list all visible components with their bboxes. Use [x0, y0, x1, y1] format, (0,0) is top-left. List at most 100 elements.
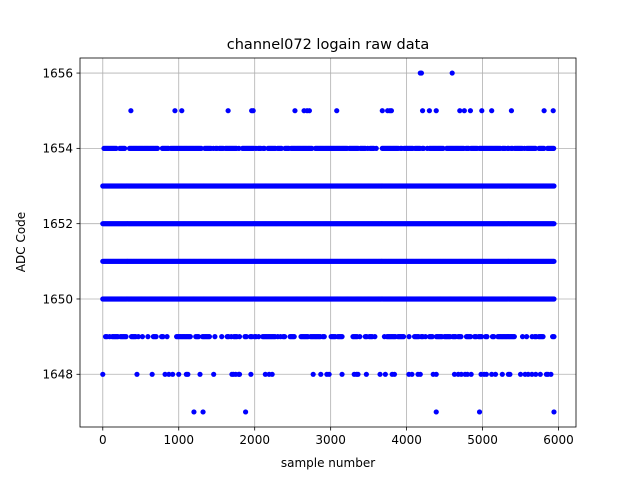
data-point [123, 334, 129, 340]
data-point [269, 371, 275, 377]
x-axis-label: sample number [281, 456, 375, 470]
data-point [309, 145, 315, 151]
data-point [334, 108, 340, 114]
data-point [468, 371, 474, 377]
data-point [164, 334, 170, 340]
data-point [166, 371, 172, 377]
plot-frame [79, 57, 577, 428]
data-point [187, 334, 193, 340]
data-point [211, 371, 217, 377]
data-point [551, 258, 557, 264]
data-point [409, 371, 415, 377]
data-point [100, 371, 106, 377]
data-point [379, 108, 385, 114]
data-point [533, 371, 539, 377]
data-point [508, 108, 515, 114]
data-point [551, 145, 557, 151]
data-point [550, 108, 556, 114]
data-point [236, 371, 243, 377]
data-point [433, 371, 439, 377]
data-point [357, 334, 363, 340]
data-point [451, 371, 458, 377]
data-point [551, 296, 557, 302]
data-point [128, 108, 134, 114]
data-point [426, 108, 432, 114]
data-point [206, 334, 213, 340]
data-point [461, 108, 467, 114]
data-point [135, 334, 141, 340]
data-point [421, 145, 427, 151]
data-point [499, 371, 505, 377]
data-point [467, 334, 474, 340]
data-point [492, 371, 499, 377]
data-point [197, 371, 203, 377]
data-point [139, 334, 146, 340]
data-point [541, 108, 547, 114]
x-tick-label: 0 [99, 433, 107, 447]
data-point [529, 371, 535, 377]
data-point [195, 334, 202, 340]
data-point [484, 334, 490, 340]
data-point [524, 334, 530, 340]
data-point [134, 371, 140, 377]
data-point [551, 409, 557, 415]
data-point [145, 334, 151, 340]
data-point [478, 334, 485, 340]
data-point [321, 334, 327, 340]
data-point [262, 371, 268, 377]
data-point [200, 409, 206, 415]
data-point [176, 371, 182, 377]
data-point [419, 108, 426, 114]
data-point [440, 145, 446, 151]
data-point [149, 371, 155, 377]
data-point [310, 371, 316, 377]
data-point [191, 409, 197, 415]
x-tick-label: 4000 [391, 433, 422, 447]
x-tick-label: 6000 [543, 433, 574, 447]
data-point [517, 371, 524, 377]
data-point [458, 371, 464, 377]
data-point [551, 221, 557, 227]
y-tick-label: 1648 [42, 368, 73, 382]
data-point [122, 145, 128, 151]
data-point [373, 145, 379, 151]
data-point [326, 371, 332, 377]
y-tick-label: 1654 [42, 142, 73, 156]
data-point [243, 334, 249, 340]
data-point [212, 334, 218, 340]
data-point [377, 371, 383, 377]
data-point [154, 145, 161, 151]
data-point [458, 334, 464, 340]
data-point [551, 334, 557, 340]
data-point [422, 334, 429, 340]
data-point [391, 371, 398, 377]
data-point [292, 108, 298, 114]
x-tick-label: 2000 [239, 433, 270, 447]
data-point [339, 334, 345, 340]
data-point [540, 334, 546, 340]
data-point [433, 108, 439, 114]
data-point [418, 70, 425, 76]
data-point [507, 371, 513, 377]
data-point [242, 409, 249, 415]
data-point [429, 334, 435, 340]
data-point [382, 371, 388, 377]
data-point [548, 371, 554, 377]
data-point [278, 145, 285, 151]
data-point [198, 145, 204, 151]
data-point [185, 371, 191, 377]
y-axis-label: ADC Code [14, 212, 28, 272]
data-point [532, 145, 539, 151]
data-point [363, 371, 369, 377]
data-point [491, 334, 497, 340]
y-tick-label: 1650 [42, 292, 73, 306]
x-tick-label: 3000 [315, 433, 346, 447]
data-point [306, 108, 312, 114]
x-tick-label: 5000 [467, 433, 498, 447]
data-point [113, 145, 119, 151]
data-point [248, 371, 254, 377]
data-point [162, 371, 168, 377]
y-axis-ticks: 1648 1650 1652 1654 1656 [42, 66, 80, 382]
